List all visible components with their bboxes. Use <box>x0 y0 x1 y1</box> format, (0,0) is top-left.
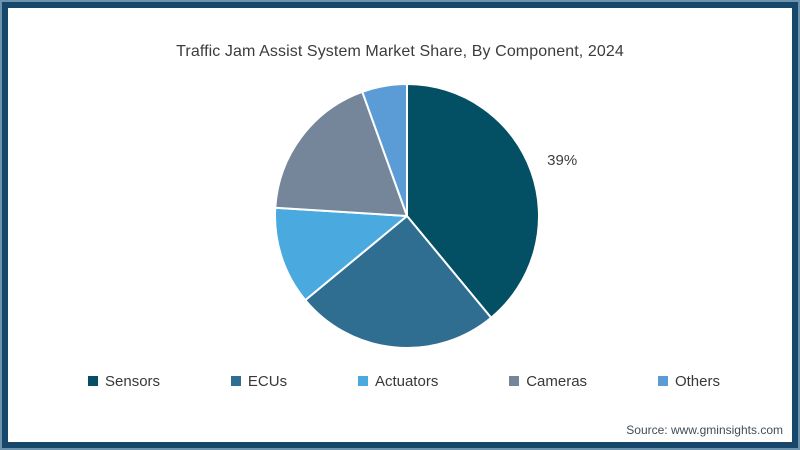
legend-swatch-cameras <box>509 376 520 386</box>
legend-item-ecus: ECUs <box>230 372 288 390</box>
legend-label: Sensors <box>105 372 161 390</box>
chart-title: Traffic Jam Assist System Market Share, … <box>176 43 624 60</box>
legend-swatch-others <box>657 376 668 386</box>
legend-label: Actuators <box>374 372 439 390</box>
pie-slice-sensors <box>406 83 540 319</box>
source-attribution: Source: www.gminsights.com <box>626 423 783 437</box>
legend-item-cameras: Cameras <box>509 373 587 390</box>
pie-slice-cameras <box>274 90 408 217</box>
legend-swatch-actuators <box>357 376 368 386</box>
legend-item-others: Others <box>657 372 720 390</box>
legend-label: ECUs <box>247 372 288 390</box>
pie-slice-others <box>361 83 408 217</box>
pie-slice-actuators <box>274 206 408 302</box>
legend-item-actuators: Actuators <box>357 372 439 390</box>
legend-item-sensors: Sensors <box>88 373 160 390</box>
pie-data-label-sensors: 39% <box>547 152 577 169</box>
legend-label: Others <box>674 372 720 390</box>
legend-swatch-ecus <box>230 376 241 386</box>
legend-swatch-sensors <box>88 376 98 386</box>
pie-chart: 39% <box>274 83 577 349</box>
pie-slice-ecus <box>304 215 493 349</box>
legend: Sensors ECUs Actuators Cameras Others <box>88 371 720 391</box>
legend-label: Cameras <box>526 372 588 390</box>
